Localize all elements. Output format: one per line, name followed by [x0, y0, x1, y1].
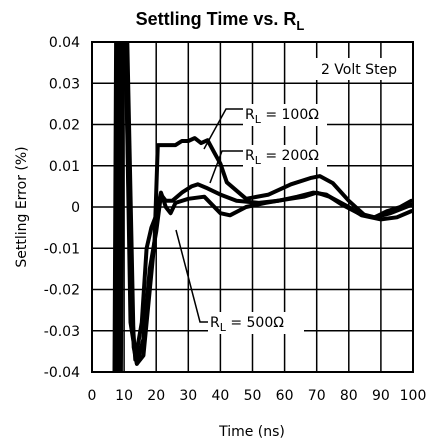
y-tick-label: 0.02 [49, 118, 80, 134]
series-label-value: = 500Ω [226, 315, 284, 331]
series-label-prefix: R [245, 107, 255, 123]
y-tick-label: -0.01 [44, 241, 80, 257]
y-tick-label: -0.04 [44, 365, 80, 381]
chart-title-main: Settling Time vs. R [136, 9, 297, 29]
series-label-bg [243, 104, 327, 126]
tick-labels: 0 10 20 30 40 50 60 70 80 90 100 -0.04 -0.03 -0.02 -0.… [44, 35, 427, 404]
series-label-bg [208, 312, 304, 334]
chart-title-sub: L [296, 18, 304, 33]
y-axis-title: Settling Error (%) [14, 146, 30, 267]
series-label-bg [243, 145, 327, 167]
series-label-sub: L [255, 113, 262, 126]
series-label-value: = 100Ω [261, 107, 319, 123]
y-tick-label: 0.01 [49, 159, 80, 175]
chart-title: Settling Time vs. RL [136, 9, 305, 33]
series-label-sub: L [220, 321, 227, 334]
x-tick-label: 50 [244, 388, 262, 404]
plot-frame [91, 41, 414, 373]
x-tick-label: 70 [308, 388, 326, 404]
series-line-3 [118, 42, 413, 372]
x-tick-label: 20 [147, 388, 165, 404]
series-label-1: RL = 100Ω [245, 107, 319, 126]
x-tick-label: 10 [115, 388, 133, 404]
series-leader-2 [209, 150, 243, 184]
x-tick-label: 0 [88, 388, 97, 404]
series-leader-1 [203, 108, 243, 150]
series-label-prefix: R [245, 148, 255, 164]
series-line-1 [112, 42, 413, 372]
step-annotation: 2 Volt Step [321, 62, 397, 78]
series-label-value: = 200Ω [261, 148, 319, 164]
series-leader-3 [175, 229, 208, 323]
x-tick-label: 100 [400, 388, 427, 404]
series-group [112, 42, 413, 372]
y-tick-label: 0.04 [49, 35, 80, 51]
x-tick-label: 60 [276, 388, 294, 404]
x-tick-label: 90 [372, 388, 390, 404]
y-tick-label: -0.02 [44, 283, 80, 299]
series-label-prefix: R [210, 315, 220, 331]
x-tick-label: 30 [179, 388, 197, 404]
series-label-2: RL = 200Ω [245, 148, 319, 167]
y-tick-label: -0.03 [44, 324, 80, 340]
step-label-bg [306, 58, 412, 80]
x-tick-label: 80 [340, 388, 358, 404]
series-label-3: RL = 500Ω [210, 315, 284, 334]
series-label-sub: L [255, 154, 262, 167]
x-tick-label: 40 [211, 388, 229, 404]
y-tick-label: 0 [71, 200, 80, 216]
x-axis-title: Time (ns) [218, 424, 285, 440]
y-tick-label: 0.03 [49, 76, 80, 92]
